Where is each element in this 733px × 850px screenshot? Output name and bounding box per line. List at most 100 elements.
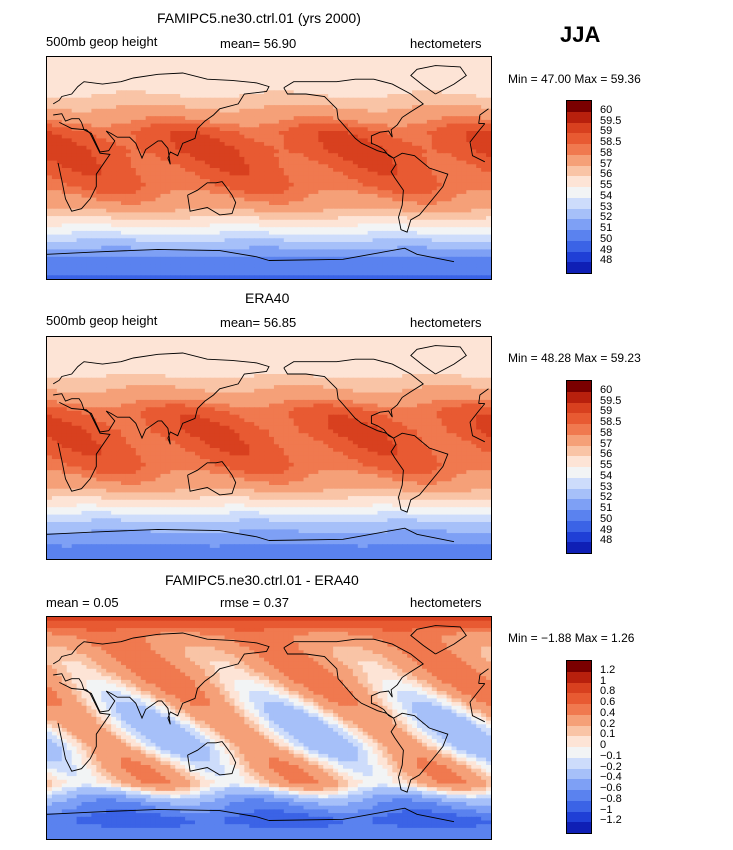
map-cell <box>372 190 379 195</box>
map-cell <box>456 156 462 162</box>
map-cell <box>288 142 295 147</box>
map-cell <box>461 234 467 239</box>
map-cell <box>101 71 107 77</box>
map-cell <box>417 94 423 99</box>
map-cell <box>476 116 482 121</box>
map-cell <box>471 212 477 217</box>
map-cell <box>86 123 92 128</box>
map-cell <box>150 171 157 176</box>
map-cell <box>338 149 344 154</box>
map-cell <box>273 205 280 210</box>
map-cell <box>81 186 88 191</box>
map-cell <box>47 205 53 210</box>
map-cell <box>343 153 349 158</box>
map-cell <box>421 119 428 125</box>
map-cell <box>199 212 206 217</box>
map-cell <box>333 123 339 128</box>
map-cell <box>170 131 176 136</box>
map-cell <box>318 190 324 195</box>
map-cell <box>76 260 83 265</box>
map-cell <box>150 227 157 232</box>
map-cell <box>160 134 166 139</box>
map-cell <box>116 182 122 188</box>
map-cell <box>352 94 359 99</box>
map-cell <box>199 197 206 202</box>
map-cell <box>101 112 107 117</box>
map-cell <box>362 153 369 158</box>
map-cell <box>106 108 112 114</box>
map-cell <box>239 179 245 184</box>
map-cell <box>145 64 152 69</box>
map-cell <box>264 253 270 258</box>
map-cell <box>387 242 393 247</box>
map-cell <box>446 131 453 136</box>
map-cell <box>387 201 393 206</box>
map-cell <box>436 164 443 169</box>
map-cell <box>116 156 122 162</box>
map-cell <box>417 190 423 195</box>
map-cell <box>175 179 181 184</box>
map-cell <box>254 86 260 91</box>
map-cell <box>121 119 127 125</box>
map-cell <box>412 68 418 73</box>
map-cell <box>372 193 379 199</box>
map-cell <box>269 149 275 154</box>
map-cell <box>121 116 127 121</box>
map-cell <box>224 123 231 128</box>
map-cell <box>170 238 176 243</box>
map-cell <box>204 168 211 173</box>
map-cell <box>308 256 314 262</box>
map-cell <box>86 208 92 213</box>
map-cell <box>81 156 88 162</box>
map-cell <box>199 108 206 114</box>
map-cell <box>121 57 127 62</box>
map-cell <box>66 253 73 258</box>
map-cell <box>486 175 491 180</box>
map-cell <box>130 219 137 225</box>
map-cell <box>357 208 364 213</box>
map-cell <box>382 160 388 165</box>
map-cell <box>71 197 78 202</box>
map-cell <box>372 164 379 169</box>
map-cell <box>195 101 201 106</box>
map-cell <box>185 112 191 117</box>
map-cell <box>451 94 458 99</box>
map-cell <box>481 186 487 191</box>
map-cell <box>121 153 127 158</box>
map-cell <box>308 68 314 73</box>
map-cell <box>130 94 137 99</box>
map-cell <box>165 82 171 88</box>
map-cell <box>347 201 354 206</box>
map-cell <box>106 234 112 239</box>
map-cell <box>466 171 472 176</box>
map-cell <box>254 112 260 117</box>
map-cell <box>293 249 300 254</box>
map-cell <box>481 94 487 99</box>
map-cell <box>412 160 418 165</box>
map-cell <box>71 160 78 165</box>
map-cell <box>244 234 250 239</box>
map-cell <box>66 112 73 117</box>
map-cell <box>175 108 181 114</box>
map-cell <box>130 79 137 84</box>
map-cell <box>352 116 359 121</box>
map-cell <box>214 134 221 139</box>
map-cell <box>116 123 122 128</box>
map-cell <box>421 242 428 247</box>
map-cell <box>486 82 491 88</box>
map-cell <box>352 142 359 147</box>
map-cell <box>185 149 191 154</box>
map-cell <box>56 138 63 143</box>
map-cell <box>426 131 433 136</box>
map-cell <box>180 112 186 117</box>
map-cell <box>125 64 132 69</box>
map-cell <box>357 60 364 65</box>
map-cell <box>125 260 132 265</box>
map-cell <box>343 145 349 151</box>
map-cell <box>165 131 171 136</box>
map-cell <box>199 223 206 228</box>
map-cell <box>293 71 300 77</box>
map-cell <box>417 82 423 88</box>
map-cell <box>333 101 339 106</box>
map-cell <box>446 160 453 165</box>
